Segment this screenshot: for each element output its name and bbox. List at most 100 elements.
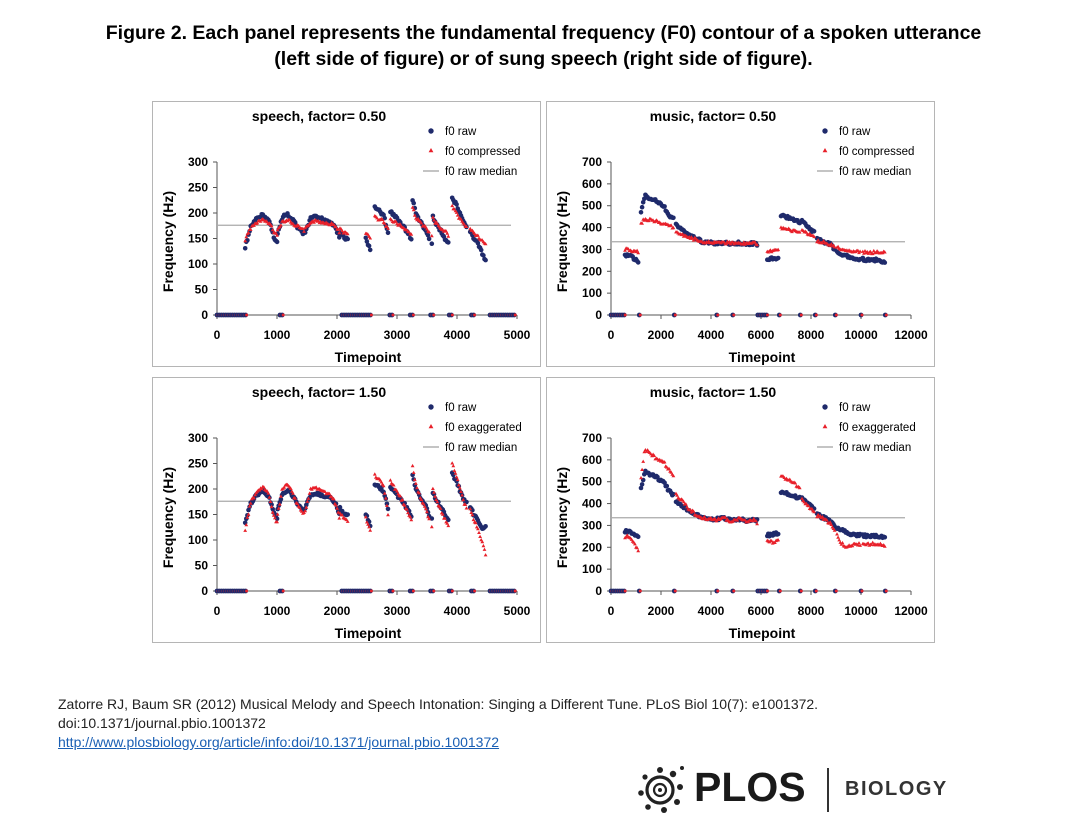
x-tick-label: 1000 (264, 328, 291, 342)
modified-zero-point (513, 313, 517, 317)
raw-point (426, 236, 432, 242)
modified-point (671, 225, 676, 230)
modified-zero-point (814, 313, 818, 317)
modified-zero-point (473, 313, 477, 317)
modified-point (340, 513, 345, 517)
chart-svg: music, factor= 0.50 0 100 200 300 400 500 600 70… (554, 108, 928, 365)
plos-biology-logo: PLOS BIOLOGY (636, 762, 956, 818)
legend: f0 raw f0 exaggerated f0 raw median (423, 402, 522, 454)
x-tick-label: 6000 (748, 328, 775, 342)
modified-zero-point (369, 313, 373, 317)
modified-point (858, 543, 862, 547)
modified-point (776, 247, 781, 252)
x-tick-label: 10000 (844, 604, 878, 618)
legend-modified-marker (428, 424, 434, 429)
legend-label-f0-raw: f0 raw (445, 402, 477, 414)
modified-point (269, 224, 274, 228)
y-tick-label: 400 (582, 497, 602, 511)
modified-point (406, 510, 410, 515)
modified-point (483, 241, 488, 246)
modified-point (769, 539, 774, 543)
modified-point (382, 491, 387, 495)
logo-journal-name: BIOLOGY (845, 778, 948, 800)
modified-point (684, 502, 688, 506)
modified-point (740, 242, 745, 246)
modified-point (336, 227, 341, 231)
y-axis-label: Frequency (Hz) (554, 467, 570, 568)
x-tick-label: 2000 (648, 604, 675, 618)
modified-point (410, 463, 415, 468)
raw-point (409, 237, 414, 242)
raw-point (364, 239, 370, 244)
modified-zero-point (814, 589, 818, 593)
x-tick-label: 5000 (504, 328, 531, 342)
modified-point (680, 232, 685, 236)
modified-zero-point (281, 589, 285, 593)
raw-point (367, 247, 373, 253)
modified-zero-point (860, 589, 864, 593)
x-tick-label: 0 (608, 328, 615, 342)
legend-raw-marker (428, 404, 434, 410)
modified-zero-point (799, 589, 803, 593)
modified-point (244, 523, 249, 527)
modified-point (405, 507, 409, 511)
modified-point (262, 485, 266, 489)
modified-zero-point (473, 589, 477, 593)
modified-point (246, 230, 251, 235)
raw-point (882, 260, 888, 265)
modified-point (331, 497, 336, 501)
modified-point (483, 553, 488, 557)
chart-title: speech, factor= 0.50 (252, 108, 386, 124)
legend-modified-marker (822, 148, 828, 153)
raw-point (635, 534, 641, 540)
modified-point (247, 504, 252, 508)
modified-point (464, 506, 469, 510)
raw-point (483, 524, 488, 529)
legend-modified-marker (822, 424, 828, 429)
modified-point (253, 493, 257, 497)
modified-zero-point (450, 589, 454, 593)
modified-point (288, 486, 293, 490)
modified-point (271, 513, 276, 517)
modified-zero-point (884, 313, 888, 317)
raw-point (478, 247, 484, 253)
modified-point (429, 524, 434, 529)
raw-point (811, 229, 817, 234)
modified-zero-point (884, 589, 888, 593)
raw-point (635, 260, 641, 265)
y-tick-label: 100 (582, 286, 602, 300)
raw-point (337, 504, 343, 510)
modified-point (790, 229, 794, 234)
modified-point (438, 506, 443, 510)
modified-zero-point (245, 313, 249, 317)
modified-zero-point (766, 313, 769, 317)
modified-zero-point (716, 313, 720, 317)
modified-point (450, 461, 455, 465)
modified-point (340, 228, 345, 233)
modified-point (400, 497, 405, 502)
modified-point (470, 512, 475, 517)
citation-link[interactable]: http://www.plosbiology.org/article/info:… (58, 734, 500, 750)
modified-point (293, 496, 298, 500)
y-tick-label: 300 (582, 518, 602, 532)
modified-point (252, 496, 256, 500)
x-tick-label: 1000 (264, 604, 291, 618)
modified-point (282, 485, 287, 489)
modified-point (797, 230, 802, 234)
raw-point (639, 482, 645, 487)
modified-zero-point (732, 313, 736, 317)
modified-point (458, 486, 462, 490)
legend-label-f0-raw-median: f0 raw median (445, 166, 517, 178)
legend-label-f0-raw: f0 raw (445, 126, 477, 138)
modified-point (473, 520, 478, 525)
x-tick-label: 3000 (384, 328, 411, 342)
modified-point (277, 502, 282, 506)
modified-point (427, 230, 431, 234)
modified-zero-point (732, 589, 736, 593)
legend-label-f0-raw: f0 raw (839, 126, 871, 138)
modified-point (402, 503, 407, 507)
raw-point (429, 516, 435, 521)
modified-point (445, 521, 450, 525)
modified-point (409, 517, 414, 522)
x-tick-label: 2000 (648, 328, 675, 342)
